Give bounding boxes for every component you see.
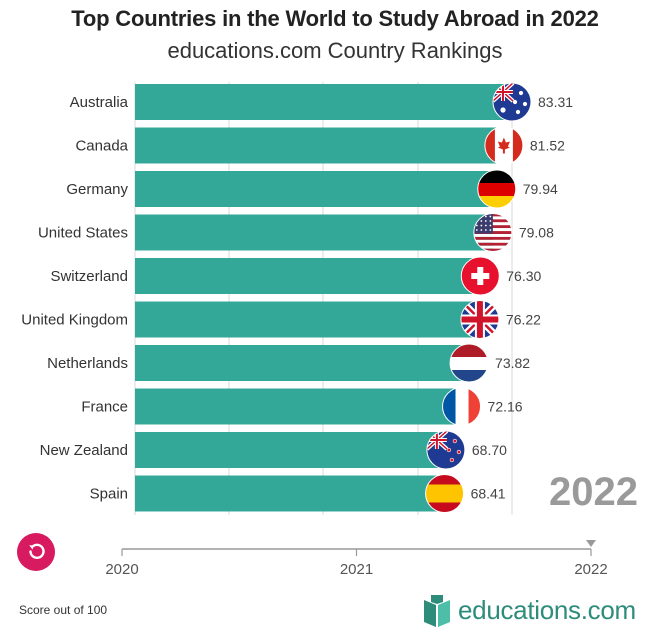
bar bbox=[135, 301, 480, 338]
category-label: New Zealand bbox=[40, 442, 128, 459]
category-label: France bbox=[81, 399, 128, 416]
canada-flag-icon bbox=[484, 126, 524, 165]
book-icon bbox=[424, 595, 450, 627]
category-label: Germany bbox=[66, 181, 128, 198]
brand-name: educations.com bbox=[458, 594, 636, 625]
category-label: Netherlands bbox=[47, 355, 128, 372]
timeline-tick-label: 2021 bbox=[340, 561, 373, 578]
bar bbox=[135, 214, 493, 251]
bar bbox=[135, 345, 470, 381]
chart-title: Top Countries in the World to Study Abro… bbox=[71, 6, 599, 31]
uk-flag-icon bbox=[460, 300, 500, 339]
bar bbox=[135, 171, 497, 207]
brand-logo: educations.com bbox=[422, 590, 636, 630]
category-label: Spain bbox=[90, 486, 128, 503]
category-label: Australia bbox=[70, 94, 129, 111]
category-label: Canada bbox=[75, 138, 128, 155]
switzerland-flag-icon bbox=[460, 256, 500, 296]
replay-icon bbox=[17, 533, 55, 571]
bar bbox=[135, 127, 504, 164]
category-label: United States bbox=[38, 225, 128, 242]
replay-button[interactable] bbox=[17, 533, 55, 571]
netherlands-flag-icon bbox=[449, 343, 489, 383]
bar-row: United States 79.08 bbox=[38, 213, 554, 252]
value-label: 68.70 bbox=[472, 442, 507, 458]
bar-row: Switzerland 76.30 bbox=[50, 256, 542, 296]
category-label: United Kingdom bbox=[21, 312, 128, 329]
bar-row: New Zealand 68.70 bbox=[40, 430, 507, 470]
value-label: 73.82 bbox=[495, 355, 530, 371]
bar bbox=[135, 84, 512, 120]
current-year-display: 2022 bbox=[549, 470, 638, 514]
new-zealand-flag-icon bbox=[426, 430, 466, 470]
timeline-tick-label: 2020 bbox=[105, 561, 138, 578]
germany-flag-icon bbox=[477, 169, 517, 209]
value-label: 79.08 bbox=[519, 225, 554, 241]
chart-bars: Australia 83.31 Canada 81.52 Germany 79.94 Uni… bbox=[21, 82, 573, 513]
france-flag-icon bbox=[442, 387, 482, 426]
timeline-axis: 2020 2021 2022 bbox=[105, 540, 608, 578]
bar bbox=[135, 388, 462, 425]
bar-row: France 72.16 bbox=[81, 387, 523, 426]
value-label: 76.22 bbox=[506, 312, 541, 328]
value-label: 68.41 bbox=[471, 486, 506, 502]
bar-row: Spain 68.41 bbox=[90, 474, 506, 513]
bar bbox=[135, 432, 446, 468]
bar-row: Netherlands 73.82 bbox=[47, 343, 530, 383]
value-label: 76.30 bbox=[506, 268, 541, 284]
bar-row: Canada 81.52 bbox=[75, 126, 565, 165]
australia-flag-icon bbox=[492, 82, 532, 122]
category-label: Switzerland bbox=[50, 268, 128, 285]
bar bbox=[135, 258, 481, 294]
value-label: 72.16 bbox=[488, 399, 523, 415]
value-label: 83.31 bbox=[538, 94, 573, 110]
value-label: 79.94 bbox=[523, 181, 558, 197]
bar-row: Australia 83.31 bbox=[70, 82, 573, 122]
usa-flag-icon bbox=[473, 213, 513, 252]
spain-flag-icon bbox=[425, 474, 465, 513]
timeline-handle[interactable] bbox=[586, 540, 596, 547]
timeline-tick-label: 2022 bbox=[574, 561, 607, 578]
bar-row: Germany 79.94 bbox=[66, 169, 558, 209]
value-label: 81.52 bbox=[530, 138, 565, 154]
footnote: Score out of 100 bbox=[19, 603, 108, 617]
chart-subtitle: educations.com Country Rankings bbox=[167, 38, 503, 63]
bar bbox=[135, 475, 445, 512]
bar-row: United Kingdom 76.22 bbox=[21, 300, 541, 339]
